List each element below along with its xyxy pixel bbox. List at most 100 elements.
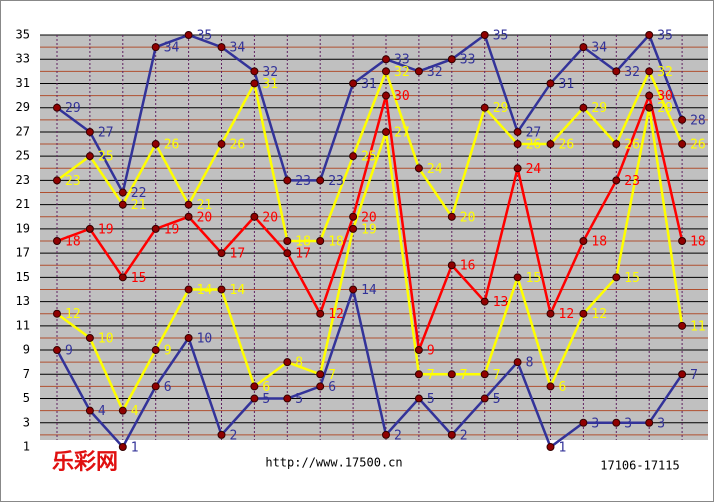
point	[678, 370, 687, 379]
value-label: 3	[624, 416, 632, 431]
point	[349, 212, 358, 221]
y-tick-label: 21	[16, 197, 30, 211]
value-label: 26	[230, 138, 246, 153]
point	[85, 333, 94, 342]
value-label: 6	[262, 380, 270, 395]
series-line	[56, 32, 684, 197]
point	[678, 115, 687, 124]
value-label: 35	[197, 29, 213, 44]
value-label: 28	[690, 113, 706, 128]
value-label: 24	[427, 162, 443, 177]
value-label: 27	[98, 125, 114, 140]
value-label: 5	[295, 392, 303, 407]
value-label: 7	[493, 368, 501, 383]
point	[316, 176, 325, 185]
value-label: 14	[361, 283, 377, 298]
value-label: 21	[197, 198, 213, 213]
value-label: 10	[98, 331, 114, 346]
point	[579, 103, 588, 112]
point	[579, 237, 588, 245]
y-tick-label: 15	[16, 270, 30, 284]
value-label: 29	[493, 101, 509, 116]
point	[414, 67, 423, 76]
value-label: 9	[164, 344, 172, 359]
value-label: 21	[131, 198, 147, 213]
value-label: 7	[690, 368, 698, 383]
point	[546, 140, 555, 149]
value-label: 8	[295, 356, 303, 371]
point	[349, 224, 358, 233]
point	[250, 212, 259, 221]
point	[612, 273, 621, 282]
point	[645, 418, 654, 427]
value-label: 4	[131, 404, 139, 419]
value-label: 25	[361, 150, 377, 165]
series-line	[56, 91, 684, 351]
point	[645, 103, 654, 112]
point	[151, 43, 160, 52]
point	[382, 91, 390, 100]
y-tick-label: 23	[16, 173, 30, 187]
point	[447, 212, 456, 221]
value-label: 9	[65, 344, 73, 359]
source-url: http://www.17500.cn	[265, 456, 402, 470]
point	[546, 309, 555, 318]
point	[382, 55, 390, 64]
value-label: 2	[230, 428, 238, 443]
value-label: 34	[591, 41, 607, 56]
point	[151, 382, 160, 391]
value-label: 31	[559, 77, 575, 92]
point	[546, 382, 555, 391]
point	[316, 309, 325, 318]
footer-band	[40, 440, 708, 480]
value-label: 7	[427, 368, 435, 383]
point	[612, 176, 621, 185]
point	[579, 309, 588, 318]
point	[217, 43, 226, 52]
point	[447, 55, 456, 64]
value-label: 32	[657, 65, 673, 80]
y-tick-label: 19	[16, 221, 30, 235]
value-label: 32	[262, 65, 278, 80]
value-label: 5	[427, 392, 435, 407]
point	[414, 346, 423, 355]
point	[283, 358, 292, 367]
point	[645, 67, 654, 76]
point	[349, 285, 358, 294]
value-label: 35	[657, 29, 673, 44]
point	[480, 370, 489, 379]
value-label: 15	[131, 271, 147, 286]
value-label: 1	[559, 441, 567, 456]
point	[53, 309, 61, 318]
point	[85, 406, 94, 415]
point	[480, 103, 489, 112]
y-tick-label: 9	[23, 343, 30, 357]
point	[184, 333, 193, 342]
value-label: 22	[131, 186, 147, 201]
value-label: 32	[427, 65, 443, 80]
value-label: 2	[460, 428, 468, 443]
value-label: 19	[98, 222, 114, 237]
value-label: 20	[460, 210, 476, 225]
point	[645, 91, 654, 100]
series-line	[55, 284, 684, 450]
value-label: 13	[493, 295, 509, 310]
value-label: 26	[624, 138, 640, 153]
value-label: 19	[361, 222, 377, 237]
y-tick-label: 1	[23, 440, 30, 454]
point	[480, 394, 489, 403]
point	[283, 237, 292, 245]
y-tick-label: 7	[23, 367, 30, 381]
value-label: 12	[591, 307, 607, 322]
value-label: 18	[591, 235, 607, 250]
point	[283, 249, 292, 258]
y-tick-label: 3	[23, 415, 30, 429]
point	[184, 285, 193, 294]
value-label: 33	[394, 53, 410, 68]
value-label: 8	[526, 356, 534, 371]
value-label: 1	[131, 441, 139, 456]
value-label: 30	[657, 89, 673, 104]
point	[250, 79, 259, 88]
value-label: 32	[624, 65, 640, 80]
